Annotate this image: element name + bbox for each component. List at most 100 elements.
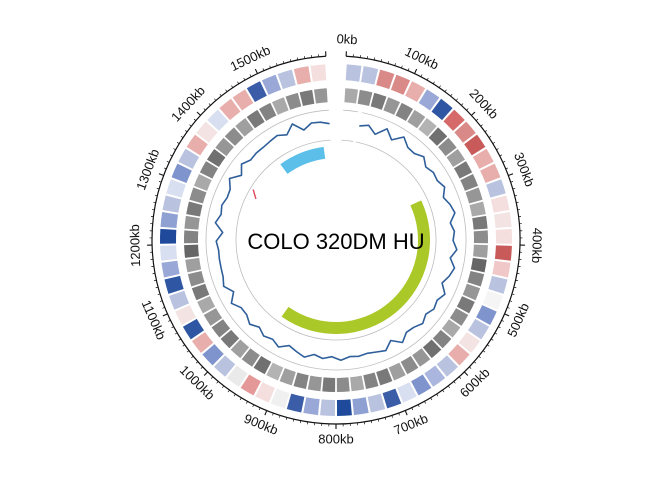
tick-label: 400kb bbox=[529, 228, 545, 264]
minor-tick bbox=[394, 63, 396, 66]
minor-tick bbox=[272, 412, 274, 416]
minor-tick bbox=[174, 332, 178, 335]
major-tick bbox=[470, 111, 476, 116]
gray-cell bbox=[400, 355, 419, 375]
minor-tick bbox=[285, 417, 288, 420]
major-tick bbox=[254, 68, 258, 74]
minor-tick bbox=[384, 417, 387, 420]
minor-tick bbox=[417, 404, 420, 408]
tick-label: 500kb bbox=[504, 301, 532, 339]
tick-label: 300kb bbox=[511, 150, 537, 188]
minor-tick bbox=[249, 74, 252, 77]
minor-tick bbox=[216, 381, 219, 384]
gray-cell bbox=[215, 137, 234, 157]
heatmap-cell bbox=[171, 163, 192, 183]
gray-cell bbox=[203, 308, 223, 326]
minor-tick bbox=[373, 57, 376, 61]
link-track bbox=[252, 189, 257, 200]
minor-tick bbox=[227, 389, 230, 393]
gray-cell bbox=[473, 244, 488, 258]
minor-tick bbox=[178, 338, 182, 341]
gray-cell bbox=[473, 230, 488, 244]
minor-tick bbox=[502, 161, 506, 163]
minor-tick bbox=[186, 350, 190, 353]
minor-tick bbox=[155, 286, 159, 289]
heatmap-cell bbox=[488, 275, 508, 294]
minor-tick bbox=[182, 344, 185, 347]
gray-cell bbox=[441, 319, 461, 338]
minor-tick bbox=[168, 320, 171, 322]
gray-cell bbox=[266, 362, 284, 381]
major-tick bbox=[158, 173, 164, 176]
axis-segment bbox=[151, 55, 521, 425]
heatmap-cell bbox=[486, 179, 506, 198]
coverage-line bbox=[214, 121, 458, 361]
gray-cell bbox=[253, 355, 272, 375]
heatmap-cell bbox=[160, 245, 178, 261]
heatmap-cell bbox=[448, 344, 470, 366]
minor-tick bbox=[233, 393, 236, 397]
gray-cell bbox=[467, 270, 485, 287]
gray-cell bbox=[388, 362, 406, 381]
heatmap-cell bbox=[472, 148, 494, 169]
minor-tick bbox=[252, 404, 255, 408]
tick-label: 1300kb bbox=[133, 147, 162, 192]
heatmap-cell bbox=[161, 260, 180, 278]
minor-tick bbox=[450, 93, 453, 97]
gray-cell bbox=[299, 89, 315, 107]
major-tick bbox=[404, 410, 408, 416]
major-tick bbox=[203, 371, 209, 376]
gray-cell bbox=[246, 109, 265, 129]
minor-tick bbox=[237, 81, 240, 84]
link-line bbox=[252, 189, 257, 200]
gray-cell bbox=[187, 270, 205, 287]
gray-cell bbox=[184, 215, 200, 230]
heatmap-cell bbox=[191, 331, 214, 353]
heatmap-cell bbox=[320, 399, 336, 416]
minor-tick bbox=[458, 376, 462, 379]
minor-tick bbox=[511, 293, 515, 296]
minor-tick bbox=[173, 148, 176, 151]
minor-tick bbox=[219, 93, 222, 97]
minor-tick bbox=[246, 401, 248, 404]
heatmap-cell bbox=[382, 388, 402, 409]
heatmap-cell bbox=[255, 382, 275, 403]
minor-tick bbox=[430, 397, 433, 401]
gray-cell bbox=[258, 102, 277, 122]
minor-tick bbox=[282, 61, 285, 64]
heatmap-cell bbox=[336, 399, 352, 416]
minor-tick bbox=[507, 307, 510, 309]
minor-tick bbox=[420, 74, 423, 77]
heatmap-cell bbox=[492, 260, 511, 278]
minor-tick bbox=[442, 389, 445, 393]
heatmap-cell bbox=[277, 69, 296, 90]
heatmap-cell bbox=[214, 355, 236, 377]
gray-cell bbox=[422, 339, 442, 359]
minor-tick bbox=[482, 350, 486, 353]
heatmap-cell bbox=[303, 397, 320, 416]
heatmap-cell bbox=[436, 355, 458, 377]
minor-tick bbox=[505, 167, 509, 170]
gray-cell bbox=[376, 368, 393, 386]
minor-tick bbox=[514, 194, 518, 197]
gray-cell bbox=[453, 161, 473, 179]
gray-cell bbox=[322, 377, 336, 392]
gray-cell bbox=[199, 161, 219, 179]
minor-tick bbox=[475, 118, 479, 121]
arc-track bbox=[280, 146, 430, 335]
minor-tick bbox=[276, 63, 278, 66]
axis-segment bbox=[367, 58, 373, 61]
major-tick bbox=[463, 371, 469, 376]
gray-cell bbox=[350, 375, 365, 392]
heatmap-cell bbox=[476, 305, 497, 325]
minor-tick bbox=[492, 142, 496, 144]
gray-cell bbox=[418, 118, 437, 137]
minor-tick bbox=[444, 89, 447, 92]
gray-cell bbox=[197, 296, 216, 314]
gray-cell bbox=[336, 377, 350, 392]
heatmap-cell bbox=[495, 228, 513, 244]
heatmap-cell bbox=[345, 64, 362, 82]
heatmap-cell bbox=[164, 275, 184, 294]
heatmap-cell bbox=[464, 134, 486, 156]
